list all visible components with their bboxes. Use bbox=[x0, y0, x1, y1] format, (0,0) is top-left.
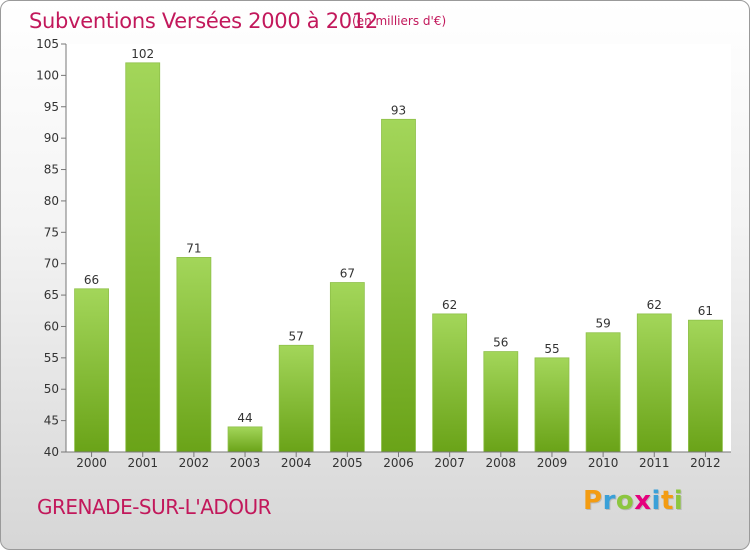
bar bbox=[432, 313, 468, 453]
bars: 66 102 71 44 57 67 93 62 56 55 59 62 61 bbox=[74, 47, 723, 453]
bar-value-label: 93 bbox=[391, 103, 406, 117]
bar-group: 62 bbox=[636, 298, 672, 453]
bar bbox=[534, 357, 570, 453]
y-tick-label: 50 bbox=[44, 382, 59, 396]
bar-group: 67 bbox=[329, 267, 365, 453]
y-tick-label: 60 bbox=[44, 319, 59, 333]
x-tick-label: 2001 bbox=[127, 456, 158, 470]
bar-value-label: 66 bbox=[84, 273, 99, 287]
proxiti-logo: Proxiti bbox=[583, 486, 683, 516]
bar bbox=[227, 426, 263, 453]
bar-group: 55 bbox=[534, 342, 570, 453]
y-tick-label: 65 bbox=[44, 288, 59, 302]
y-tick-label: 40 bbox=[44, 445, 59, 459]
bar bbox=[329, 282, 365, 453]
chart-subtitle: (en milliers d'€) bbox=[352, 14, 447, 28]
bar-group: 56 bbox=[483, 336, 519, 453]
bar-value-label: 61 bbox=[698, 304, 713, 318]
bar bbox=[176, 257, 212, 453]
bar-group: 66 bbox=[74, 273, 109, 453]
bar-value-label: 55 bbox=[544, 342, 559, 356]
bar-group: 62 bbox=[432, 298, 468, 453]
y-tick-label: 80 bbox=[44, 194, 59, 208]
logo-letter: P bbox=[583, 486, 603, 516]
y-tick-label: 70 bbox=[44, 257, 59, 271]
x-axis: 2000 2001 2002 2003 2004 2005 2006 2007 2008 2009… bbox=[66, 451, 731, 470]
bar-value-label: 59 bbox=[595, 317, 610, 331]
logo-letter: x bbox=[634, 486, 652, 516]
x-tick-label: 2012 bbox=[690, 456, 721, 470]
bar bbox=[125, 62, 161, 453]
bar-group: 93 bbox=[381, 103, 416, 453]
y-tick-label: 90 bbox=[44, 131, 59, 145]
bar-group: 57 bbox=[278, 329, 314, 453]
y-tick-label: 95 bbox=[44, 100, 59, 114]
x-tick-label: 2005 bbox=[332, 456, 363, 470]
y-tick-label: 85 bbox=[44, 163, 59, 177]
bar-group: 71 bbox=[176, 241, 212, 453]
y-axis: 40 45 50 55 60 65 70 75 80 85 90 95 100 105 bbox=[36, 37, 67, 459]
x-tick-label: 2002 bbox=[179, 456, 210, 470]
bar-value-label: 62 bbox=[442, 298, 457, 312]
bar bbox=[74, 288, 109, 453]
bar-value-label: 67 bbox=[340, 267, 355, 281]
bar-value-label: 102 bbox=[131, 47, 154, 61]
x-tick-label: 2000 bbox=[76, 456, 107, 470]
y-tick-label: 75 bbox=[44, 225, 59, 239]
logo-letter: i bbox=[651, 486, 661, 516]
bar-value-label: 71 bbox=[186, 241, 201, 255]
bar-value-label: 56 bbox=[493, 336, 508, 350]
x-tick-label: 2007 bbox=[434, 456, 465, 470]
logo-letter: o bbox=[615, 486, 635, 516]
logo-letter: i bbox=[673, 486, 684, 516]
x-tick-label: 2009 bbox=[537, 456, 568, 470]
bar bbox=[585, 332, 621, 453]
y-tick-label: 45 bbox=[44, 414, 59, 428]
bar-group: 61 bbox=[688, 304, 723, 453]
logo-letter: t bbox=[660, 486, 674, 516]
city-name: GRENADE-SUR-L'ADOUR bbox=[37, 495, 272, 519]
x-tick-label: 2004 bbox=[281, 456, 312, 470]
bar-group: 102 bbox=[125, 47, 161, 453]
bar bbox=[688, 319, 723, 453]
x-tick-label: 2011 bbox=[639, 456, 670, 470]
bar bbox=[636, 313, 672, 453]
logo-letter: r bbox=[602, 486, 616, 516]
x-tick-label: 2006 bbox=[383, 456, 414, 470]
bar bbox=[381, 118, 416, 453]
x-tick-label: 2003 bbox=[230, 456, 261, 470]
y-tick-label: 55 bbox=[44, 351, 59, 365]
bar bbox=[483, 351, 519, 453]
bar bbox=[278, 344, 314, 453]
y-tick-label: 100 bbox=[36, 68, 59, 82]
bar-value-label: 44 bbox=[237, 411, 252, 425]
x-tick-label: 2008 bbox=[486, 456, 517, 470]
bar-value-label: 62 bbox=[647, 298, 662, 312]
bar-group: 59 bbox=[585, 317, 621, 453]
x-tick-label: 2010 bbox=[588, 456, 619, 470]
bar-value-label: 57 bbox=[289, 329, 304, 343]
y-tick-label: 105 bbox=[36, 37, 59, 51]
chart-title: Subventions Versées 2000 à 2012 bbox=[29, 9, 378, 33]
